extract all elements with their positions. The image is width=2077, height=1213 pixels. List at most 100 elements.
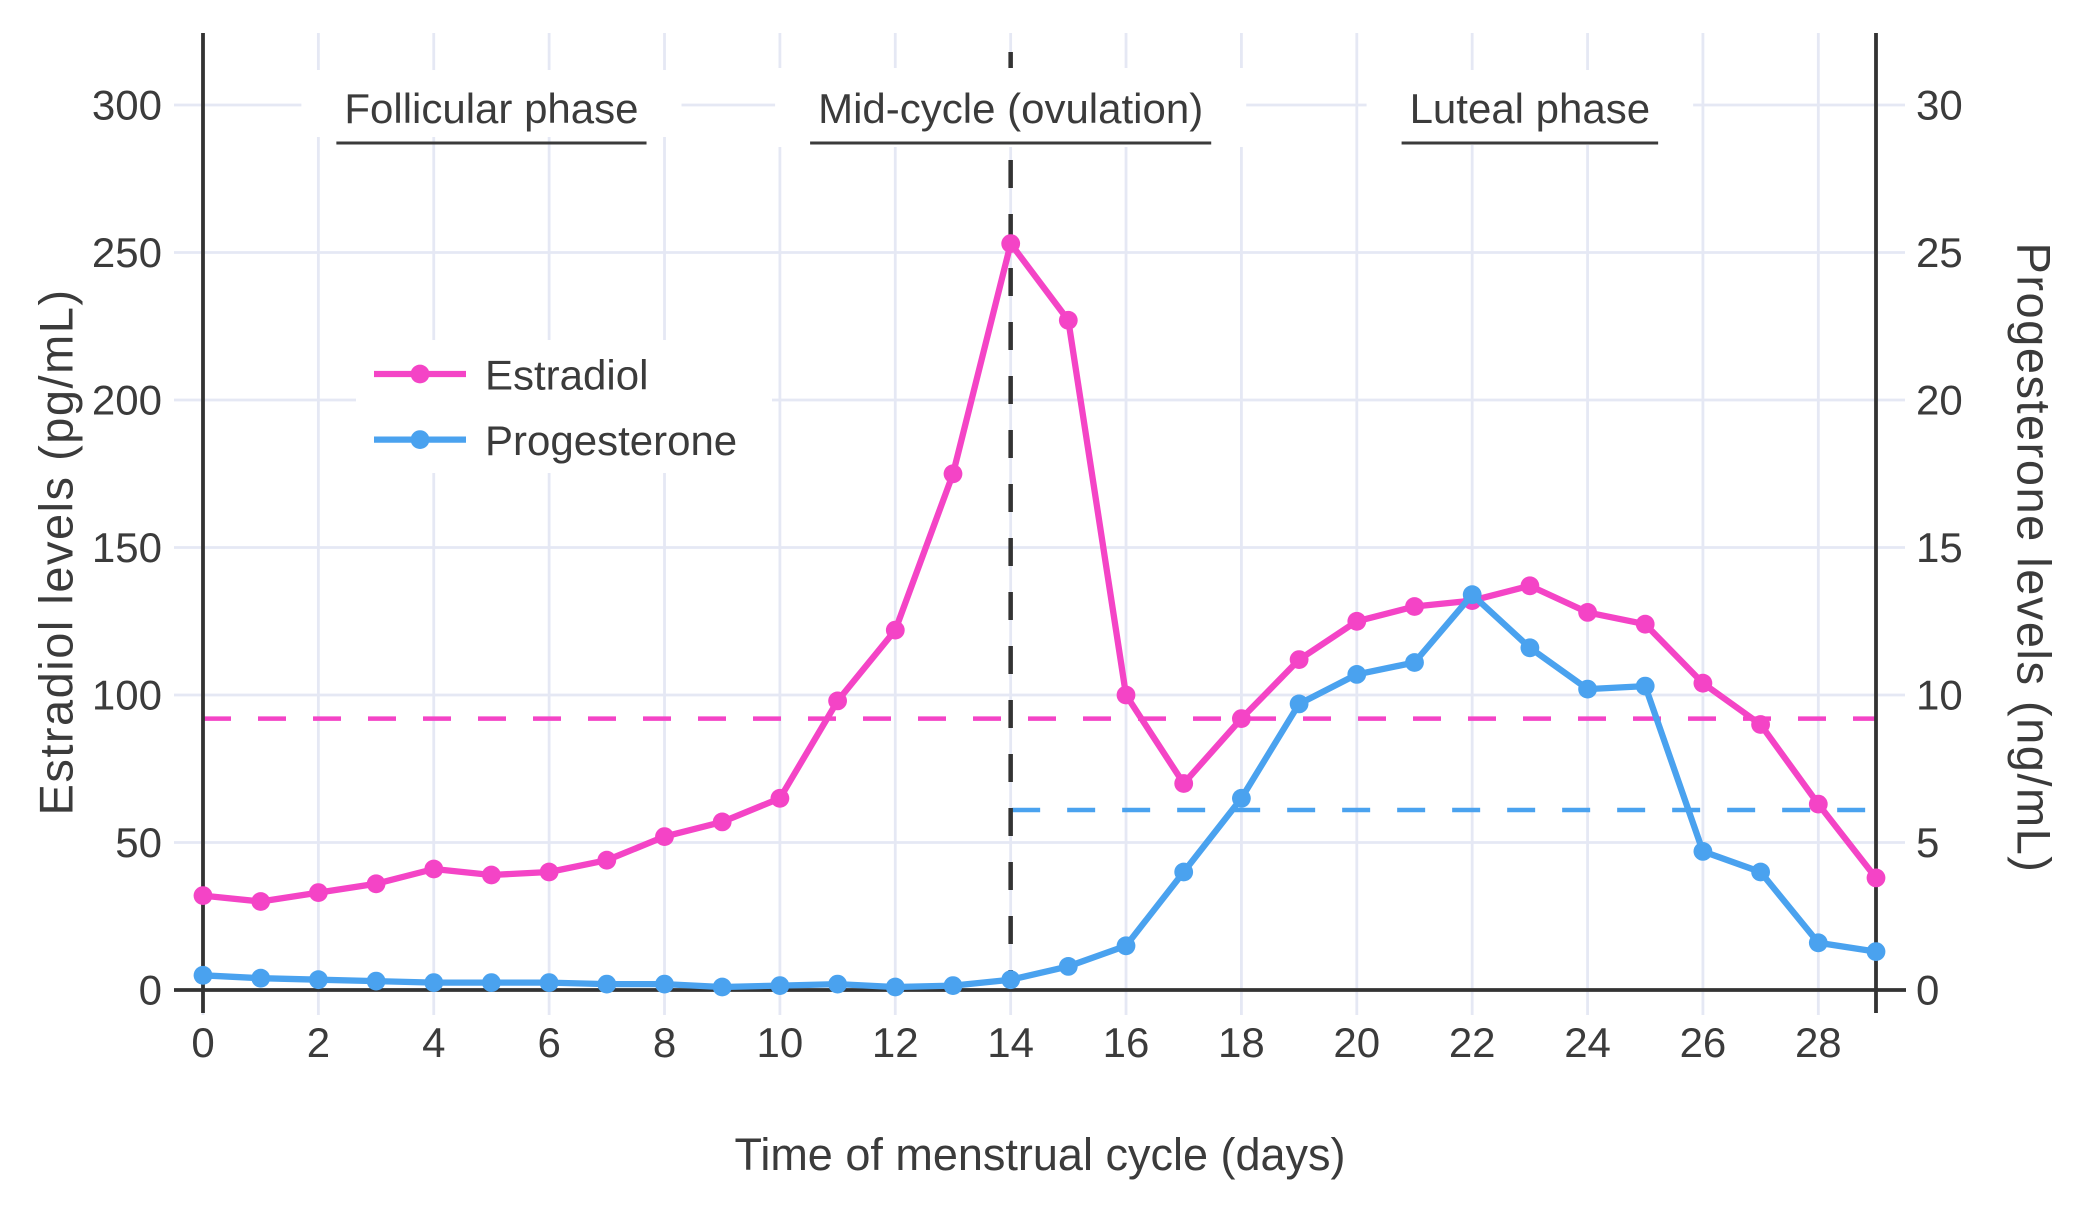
series-estradiol [193,234,1886,911]
point-progesterone-day-9 [712,977,732,997]
point-progesterone-day-22 [1462,585,1482,605]
phase-label-box-1 [775,68,1247,147]
point-progesterone-day-14 [1001,970,1021,990]
point-progesterone-day-17 [1174,862,1194,882]
point-estradiol-day-16 [1116,685,1136,705]
reference-lines [203,52,1876,988]
legend-box [356,340,772,473]
vertical-gridlines [201,33,1820,1015]
series-line-estradiol [199,240,1880,905]
point-progesterone-day-13 [943,976,963,995]
x-tick-label-16: 16 [1103,1019,1150,1066]
phase-annotation-1: Mid-cycle (ovulation) [775,68,1247,147]
y-left-axis-title: Estradiol levels (pg/mL) [30,288,83,815]
series-line-progesterone [199,591,1880,991]
x-tick-label-2: 2 [307,1019,330,1066]
y-left-tick-label-0: 0 [139,967,162,1014]
point-estradiol-day-13 [943,464,963,484]
point-progesterone-day-7 [597,974,617,994]
phase-label-box-2 [1366,70,1694,145]
phase-label-box-0 [301,70,682,137]
point-progesterone-day-10 [770,976,790,995]
point-progesterone-day-2 [309,970,328,990]
point-progesterone-day-23 [1520,638,1540,658]
point-progesterone-day-29 [1866,942,1886,961]
x-tick-label-0: 0 [191,1019,214,1066]
x-tick-label-4: 4 [422,1019,445,1066]
point-progesterone-day-19 [1289,694,1309,714]
y-left-tick-label-300: 300 [92,82,162,129]
point-progesterone-day-5 [482,973,501,992]
point-estradiol-day-27 [1751,715,1770,734]
x-axis-title: Time of menstrual cycle (days) [735,1129,1346,1180]
point-progesterone-day-8 [655,974,674,994]
x-tick-label-28: 28 [1795,1019,1842,1066]
point-estradiol-day-25 [1635,614,1655,634]
x-tick-label-14: 14 [987,1019,1034,1066]
x-tick-label-24: 24 [1564,1019,1611,1066]
point-progesterone-day-25 [1635,676,1655,696]
point-progesterone-day-18 [1232,788,1251,808]
point-estradiol-day-29 [1866,868,1886,888]
point-progesterone-day-6 [539,973,559,992]
y-left-tick-label-100: 100 [92,672,162,719]
legend-label-estradiol: Estradiol [485,352,648,399]
point-estradiol-day-5 [482,865,501,885]
point-progesterone-day-15 [1058,957,1078,976]
data-series [193,234,1886,997]
series-progesterone [193,585,1886,997]
y-right-axis-title: Progesterone levels (ng/mL) [2008,243,2061,874]
point-estradiol-day-21 [1405,597,1424,616]
phase-label-2: Luteal phase [1410,85,1651,132]
point-estradiol-day-6 [539,862,559,882]
legend-entry-estradiol: Estradiol [374,352,648,399]
point-progesterone-day-1 [251,968,271,988]
x-tick-label-8: 8 [653,1019,676,1066]
point-progesterone-day-4 [424,973,444,992]
point-estradiol-day-24 [1578,603,1597,622]
point-estradiol-day-23 [1520,576,1540,596]
point-progesterone-day-20 [1347,665,1367,684]
point-estradiol-day-18 [1232,709,1251,728]
legend-marker-progesterone [410,430,430,449]
legend-label-progesterone: Progesterone [485,417,737,464]
y-left-tick-label-250: 250 [92,229,162,276]
x-tick-label-12: 12 [872,1019,919,1066]
axis-titles: Time of menstrual cycle (days) Estradiol … [30,243,2061,1180]
y-right-tick-label-15: 15 [1916,524,1963,571]
y-right-tick-label-30: 30 [1916,82,1963,129]
point-estradiol-day-7 [597,850,617,870]
point-estradiol-day-12 [885,620,905,640]
point-progesterone-day-11 [828,974,847,994]
point-estradiol-day-19 [1289,650,1309,669]
y-left-tick-label-150: 150 [92,524,162,571]
y-right-tick-label-5: 5 [1916,819,1939,866]
point-progesterone-day-16 [1116,936,1136,956]
axis-lines [174,33,1906,1013]
point-progesterone-day-26 [1693,842,1713,861]
x-tick-label-22: 22 [1449,1019,1496,1066]
point-estradiol-day-17 [1174,774,1194,793]
y-right-tick-label-25: 25 [1916,229,1963,276]
point-progesterone-day-21 [1405,653,1424,672]
point-estradiol-day-14 [1001,234,1021,254]
phase-annotations: Follicular phase Mid-cycle (ovulation) Lut… [301,68,1694,147]
phase-annotation-0: Follicular phase [301,70,682,145]
x-tick-label-18: 18 [1218,1019,1265,1066]
point-estradiol-day-10 [770,788,790,808]
x-tick-label-10: 10 [757,1019,804,1066]
point-progesterone-day-3 [366,971,386,991]
point-estradiol-day-3 [366,874,386,894]
x-tick-label-26: 26 [1680,1019,1727,1066]
phase-label-0: Follicular phase [344,85,638,132]
legend-entry-progesterone: Progesterone [374,417,737,464]
x-tick-label-6: 6 [537,1019,560,1066]
point-estradiol-day-9 [712,812,732,832]
x-tick-label-20: 20 [1333,1019,1380,1066]
point-estradiol-day-4 [424,859,444,879]
point-estradiol-day-11 [828,691,847,711]
point-progesterone-day-28 [1808,933,1828,953]
